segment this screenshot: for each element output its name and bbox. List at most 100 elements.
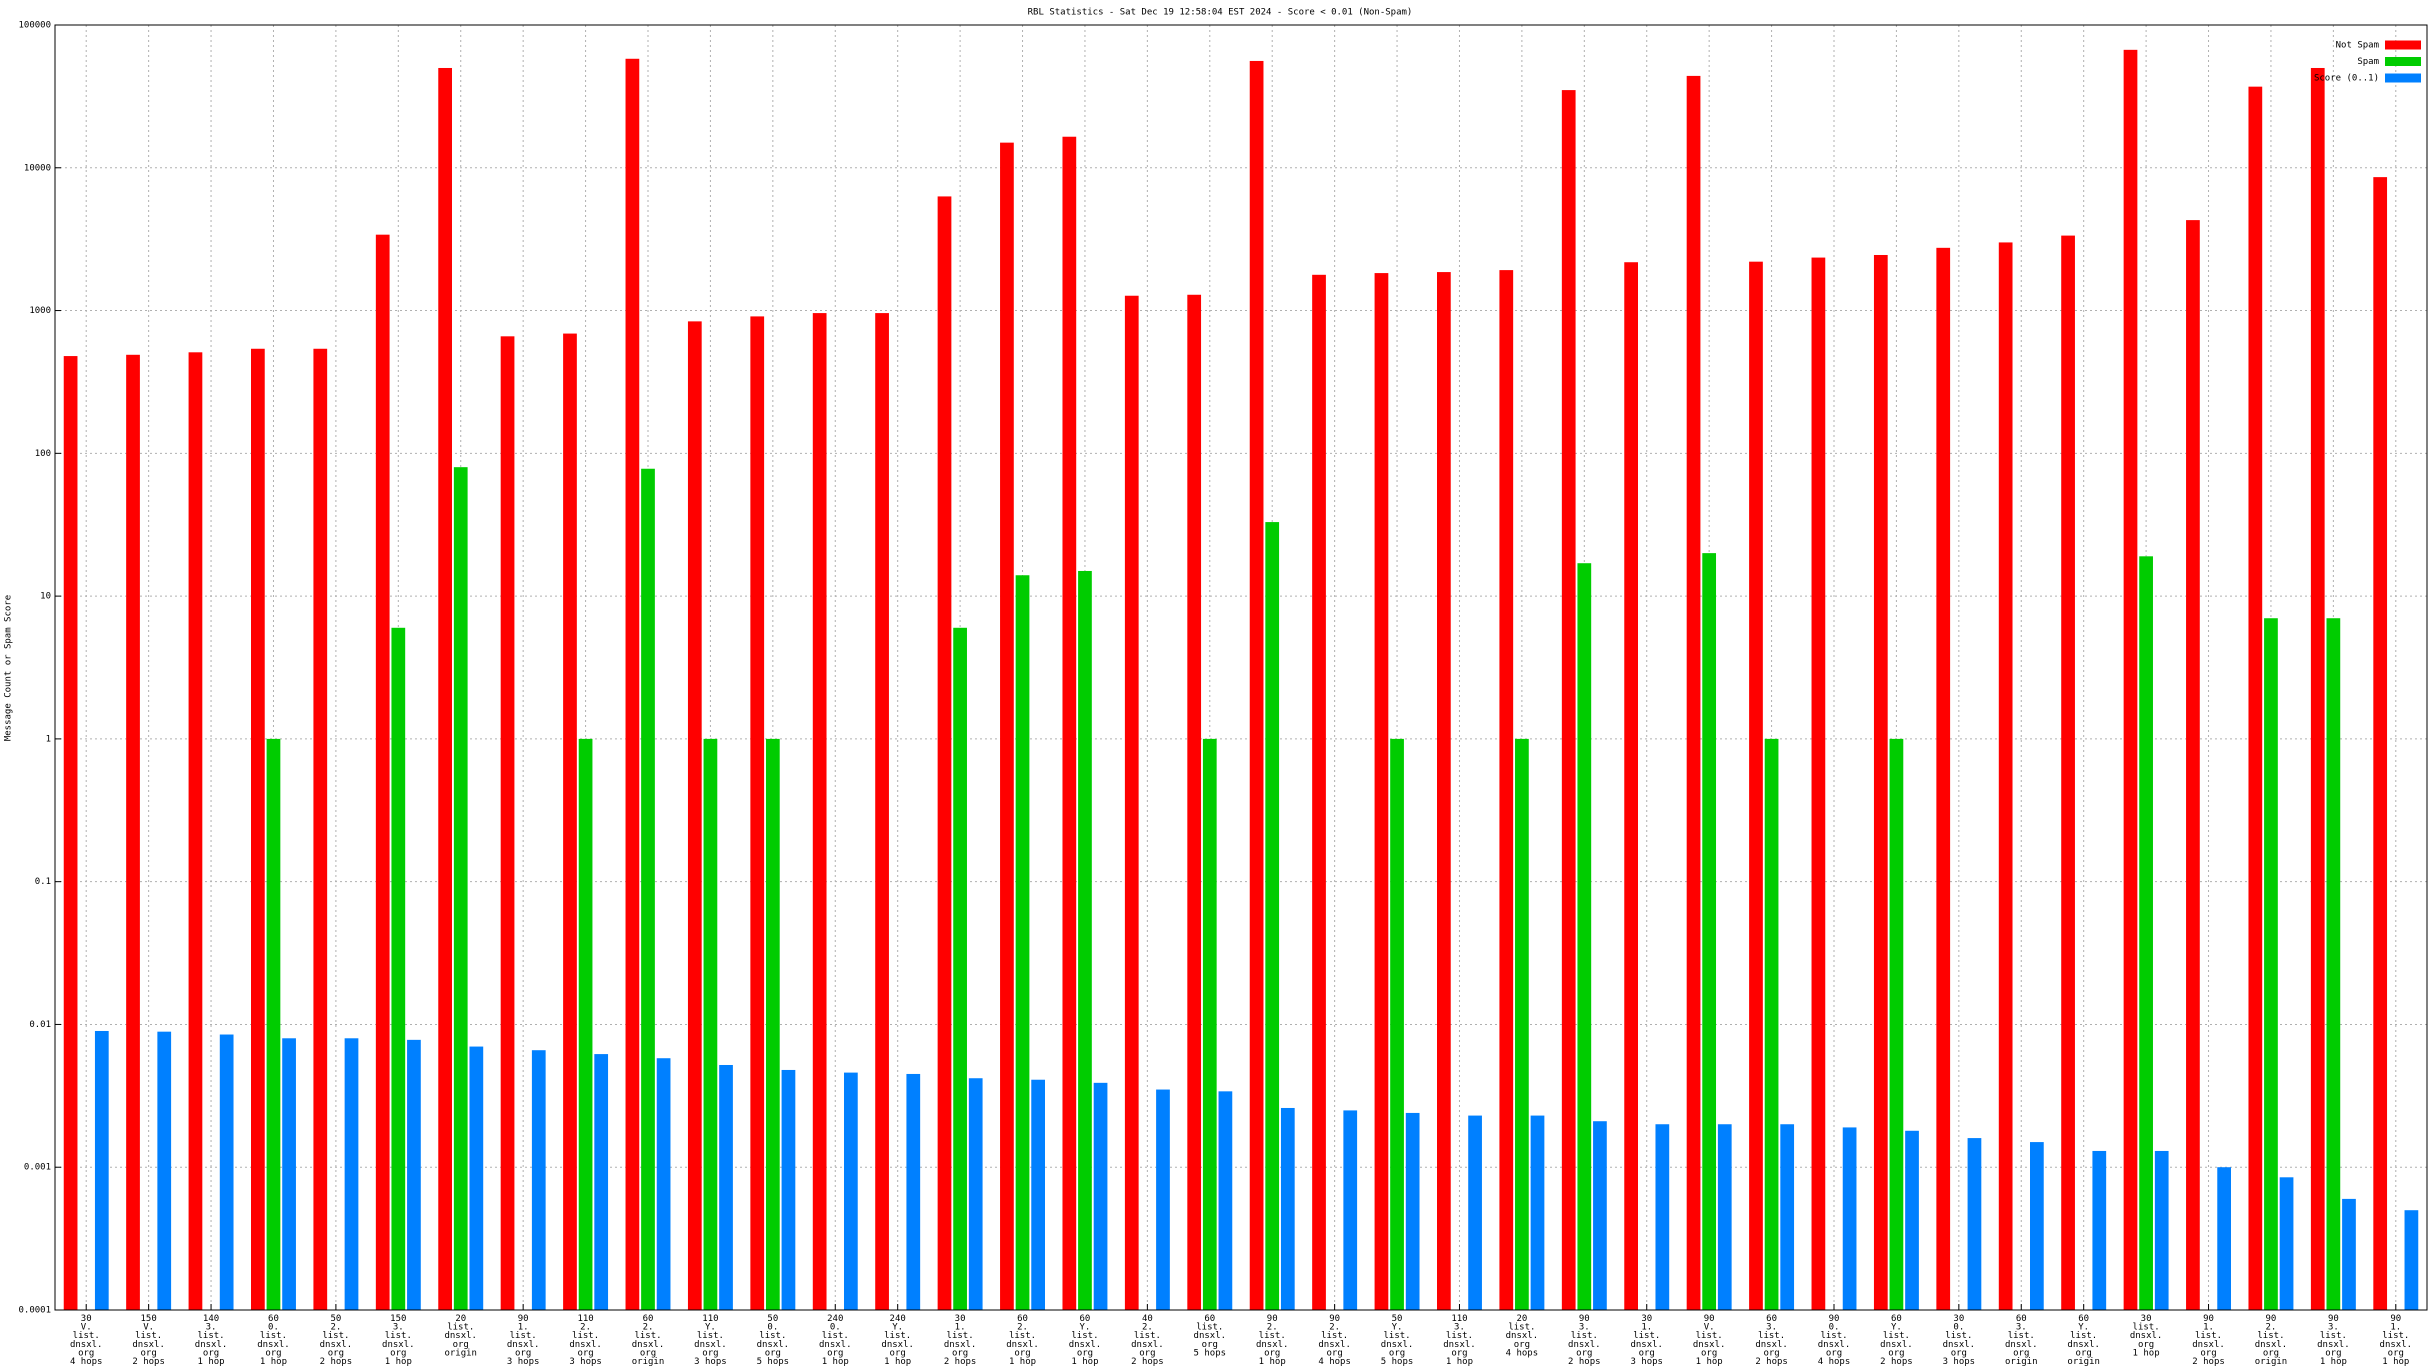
- x-tick-label-line: V.: [81, 1322, 92, 1332]
- x-tick-label-line: list.: [2320, 1331, 2347, 1341]
- x-tick-label-line: 20: [455, 1314, 466, 1324]
- x-tick-label-line: 110: [1451, 1314, 1467, 1324]
- x-tick-label-line: org: [1639, 1348, 1655, 1358]
- x-tick-label-line: 1 hop: [2320, 1357, 2347, 1367]
- x-tick-label-line: list.: [2195, 1331, 2222, 1341]
- x-tick-label-line: list.: [198, 1331, 225, 1341]
- bar: [1265, 522, 1280, 1310]
- bar: [2061, 235, 2075, 1310]
- x-tick-label-line: dnsxl.: [1818, 1339, 1851, 1349]
- x-tick-label-line: dnsxl.: [2255, 1339, 2288, 1349]
- x-tick-label-line: 90: [1329, 1314, 1340, 1324]
- bar: [1577, 563, 1592, 1310]
- x-tick-label: 90 1. list. dnsxl. org 2 hops: [2192, 1314, 2225, 1367]
- x-tick-label-line: org: [640, 1348, 656, 1358]
- x-tick-label-line: Y.: [1392, 1322, 1403, 1332]
- x-tick-label-line: 50: [330, 1314, 341, 1324]
- x-tick-label-line: dnsxl.: [1755, 1339, 1788, 1349]
- x-tick-label-line: list.: [822, 1331, 849, 1341]
- x-tick-label-line: 50: [1392, 1314, 1403, 1324]
- x-tick-label: 90 V. list. dnsxl. org 1 hop: [1693, 1314, 1726, 1367]
- x-tick-label-line: list.: [1633, 1331, 1660, 1341]
- x-tick-label-line: 1 hop: [2382, 1357, 2409, 1367]
- bar: [2404, 1210, 2419, 1310]
- x-tick-label-line: dnsxl.: [195, 1339, 228, 1349]
- bar: [1280, 1107, 1295, 1310]
- x-tick-label-line: Y.: [705, 1322, 716, 1332]
- x-tick-label-line: org: [1264, 1348, 1280, 1358]
- bar: [641, 468, 655, 1310]
- bar: [968, 1078, 983, 1310]
- x-tick-label-line: list.: [322, 1331, 349, 1341]
- x-tick-label-line: 60: [1766, 1314, 1777, 1324]
- x-tick-label-line: dnsxl.: [881, 1339, 914, 1349]
- x-tick-label-line: dnsxl.: [569, 1339, 602, 1349]
- bar: [1312, 274, 1326, 1310]
- bar: [1561, 90, 1576, 1311]
- x-tick-label-line: dnsxl.: [2067, 1339, 2100, 1349]
- bar: [1998, 242, 2013, 1311]
- x-tick-label-line: 2 hops: [1131, 1357, 1164, 1367]
- x-tick-label-line: org: [765, 1348, 781, 1358]
- x-tick-label-line: list.: [2257, 1331, 2284, 1341]
- bar: [1749, 261, 1763, 1311]
- x-tick-label-line: list.: [947, 1331, 974, 1341]
- x-tick-label-line: origin: [444, 1348, 477, 1358]
- x-tick-label-line: 30: [955, 1314, 966, 1324]
- bar: [1437, 272, 1451, 1311]
- bar: [1000, 142, 1014, 1310]
- bar: [2123, 49, 2138, 1311]
- x-tick-label-line: 60: [1080, 1314, 1091, 1324]
- bar: [578, 738, 593, 1310]
- y-tick-label: 10000: [24, 163, 51, 173]
- x-tick-label-line: 1.: [955, 1322, 966, 1332]
- x-tick-label-line: 3.: [2016, 1322, 2027, 1332]
- x-tick-label-line: 3 hops: [1630, 1357, 1663, 1367]
- x-tick-label-line: 110: [577, 1314, 593, 1324]
- x-tick-label-line: 2.: [580, 1322, 591, 1332]
- x-tick-label-line: origin: [2067, 1357, 2100, 1367]
- x-tick-label-line: org: [2263, 1348, 2279, 1358]
- bar: [531, 1050, 546, 1310]
- x-tick-label-line: list.: [1945, 1331, 1972, 1341]
- x-tick-label-line: org: [203, 1348, 219, 1358]
- x-tick-label-line: 2 hops: [132, 1357, 165, 1367]
- x-tick-label: 150 3. list. dnsxl. org 1 hop: [382, 1314, 415, 1367]
- x-tick-label-line: org: [1202, 1339, 1218, 1349]
- bar: [1499, 270, 1514, 1310]
- bar: [875, 313, 889, 1311]
- x-tick-label-line: 2.: [2266, 1322, 2277, 1332]
- x-tick-label-line: 1.: [2203, 1322, 2214, 1332]
- x-tick-label-line: 1 hop: [822, 1357, 849, 1367]
- x-tick-label-line: dnsxl.: [1880, 1339, 1913, 1349]
- legend-label: Not Spam: [2336, 41, 2379, 51]
- x-tick-label: 90 2. list. dnsxl. org 4 hops: [1318, 1314, 1351, 1367]
- x-tick-label-line: list.: [1134, 1331, 1161, 1341]
- bar: [1889, 738, 1904, 1310]
- x-tick-label-line: origin: [2255, 1357, 2288, 1367]
- x-tick-label-line: org: [1701, 1348, 1717, 1358]
- x-tick-label-line: 2 hops: [1568, 1357, 1601, 1367]
- x-tick-label-line: Y.: [1891, 1322, 1902, 1332]
- y-tick-label: 10: [40, 592, 51, 602]
- x-tick-label-line: org: [1139, 1348, 1155, 1358]
- x-tick-label-line: 90: [2328, 1314, 2339, 1324]
- x-tick-label-line: list.: [510, 1331, 537, 1341]
- x-tick-label-line: org: [1514, 1339, 1530, 1349]
- x-tick-label-line: 2.: [1142, 1322, 1153, 1332]
- legend-label: Score (0..1): [2314, 74, 2379, 84]
- x-tick-label-line: 2 hops: [2192, 1357, 2225, 1367]
- x-tick-label-line: 1 hop: [884, 1357, 911, 1367]
- x-tick-label-line: list.: [2008, 1331, 2035, 1341]
- x-tick-label-line: dnsxl.: [1443, 1339, 1476, 1349]
- bar: [1717, 1124, 1732, 1310]
- x-tick-label-line: 240: [827, 1314, 843, 1324]
- x-tick-label-line: org: [1389, 1348, 1405, 1358]
- x-tick-label-line: 2 hops: [320, 1357, 353, 1367]
- bar: [1031, 1079, 1045, 1310]
- bar: [625, 58, 640, 1311]
- x-tick-label: 240 Y. list. dnsxl. org 1 hop: [881, 1314, 914, 1367]
- x-tick-label-line: 30: [81, 1314, 92, 1324]
- x-tick-label: 60 3. list. dnsxl. org origin: [2005, 1314, 2038, 1367]
- x-tick-label: 60 2. list. dnsxl. org origin: [632, 1314, 665, 1367]
